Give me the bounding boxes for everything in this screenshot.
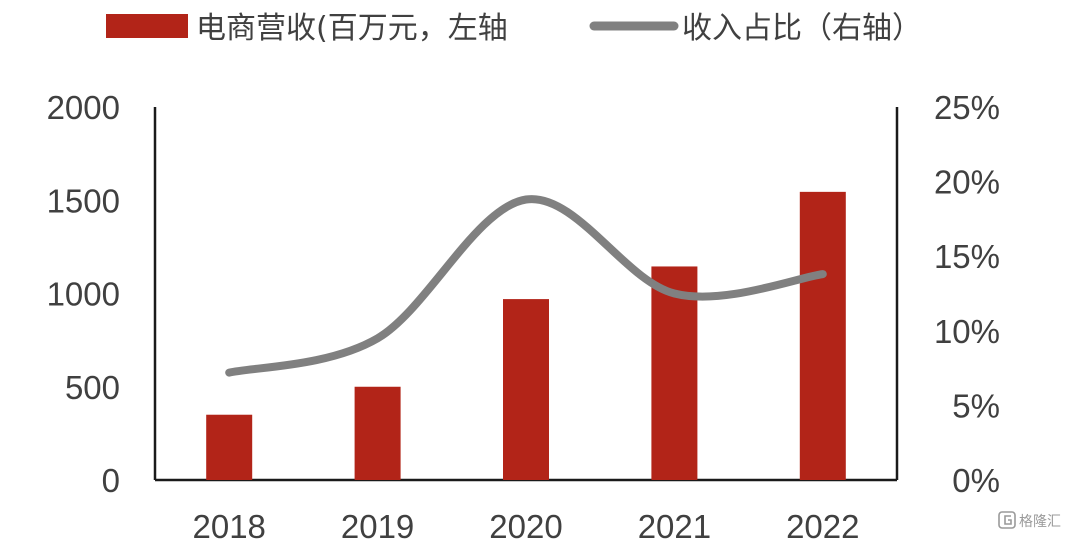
left-tick-label: 500	[65, 369, 120, 406]
right-tick-label: 5%	[952, 387, 1000, 424]
watermark: 格隆汇	[998, 511, 1061, 530]
legend: 电商营收(百万元，左轴 收入占比（右轴）	[106, 11, 922, 46]
line-point	[822, 273, 824, 275]
left-tick-label: 1000	[47, 276, 120, 313]
watermark-text: 格隆汇	[1019, 514, 1061, 530]
left-tick-label: 1500	[47, 182, 120, 219]
x-axis-ticks: 2018 2019 2020 2021 2022	[192, 508, 859, 542]
bar	[206, 414, 253, 480]
line-point	[673, 293, 675, 294]
right-tick-label: 25%	[934, 89, 1000, 126]
watermark-logo-icon	[998, 511, 1016, 529]
right-tick-label: 15%	[934, 238, 1000, 275]
right-axis-ticks: 0% 5% 10% 15% 20% 25%	[934, 89, 1000, 499]
x-tick-label: 2022	[786, 508, 859, 542]
bar	[651, 266, 698, 480]
left-tick-label: 0	[102, 462, 120, 499]
left-tick-label: 2000	[47, 89, 120, 126]
left-axis-ticks: 0 500 1000 1500 2000	[47, 89, 120, 499]
bar	[799, 191, 846, 481]
bar	[503, 299, 549, 480]
legend-line-label: 收入占比（右轴）	[682, 11, 922, 46]
bar	[354, 386, 401, 480]
x-tick-label: 2021	[638, 508, 711, 542]
x-tick-label: 2020	[489, 508, 562, 542]
line-point	[377, 337, 379, 339]
right-tick-label: 0%	[952, 462, 1000, 499]
line-point	[228, 372, 230, 374]
right-tick-label: 10%	[934, 313, 1000, 350]
legend-bar-label: 电商营收(百万元，左轴	[196, 11, 508, 46]
line-series	[225, 195, 827, 377]
right-tick-label: 20%	[934, 164, 1000, 201]
line-point	[525, 199, 527, 201]
x-tick-label: 2018	[192, 508, 265, 542]
x-tick-label: 2019	[341, 508, 414, 542]
bar-series	[206, 191, 846, 481]
legend-bar-swatch	[106, 14, 188, 38]
